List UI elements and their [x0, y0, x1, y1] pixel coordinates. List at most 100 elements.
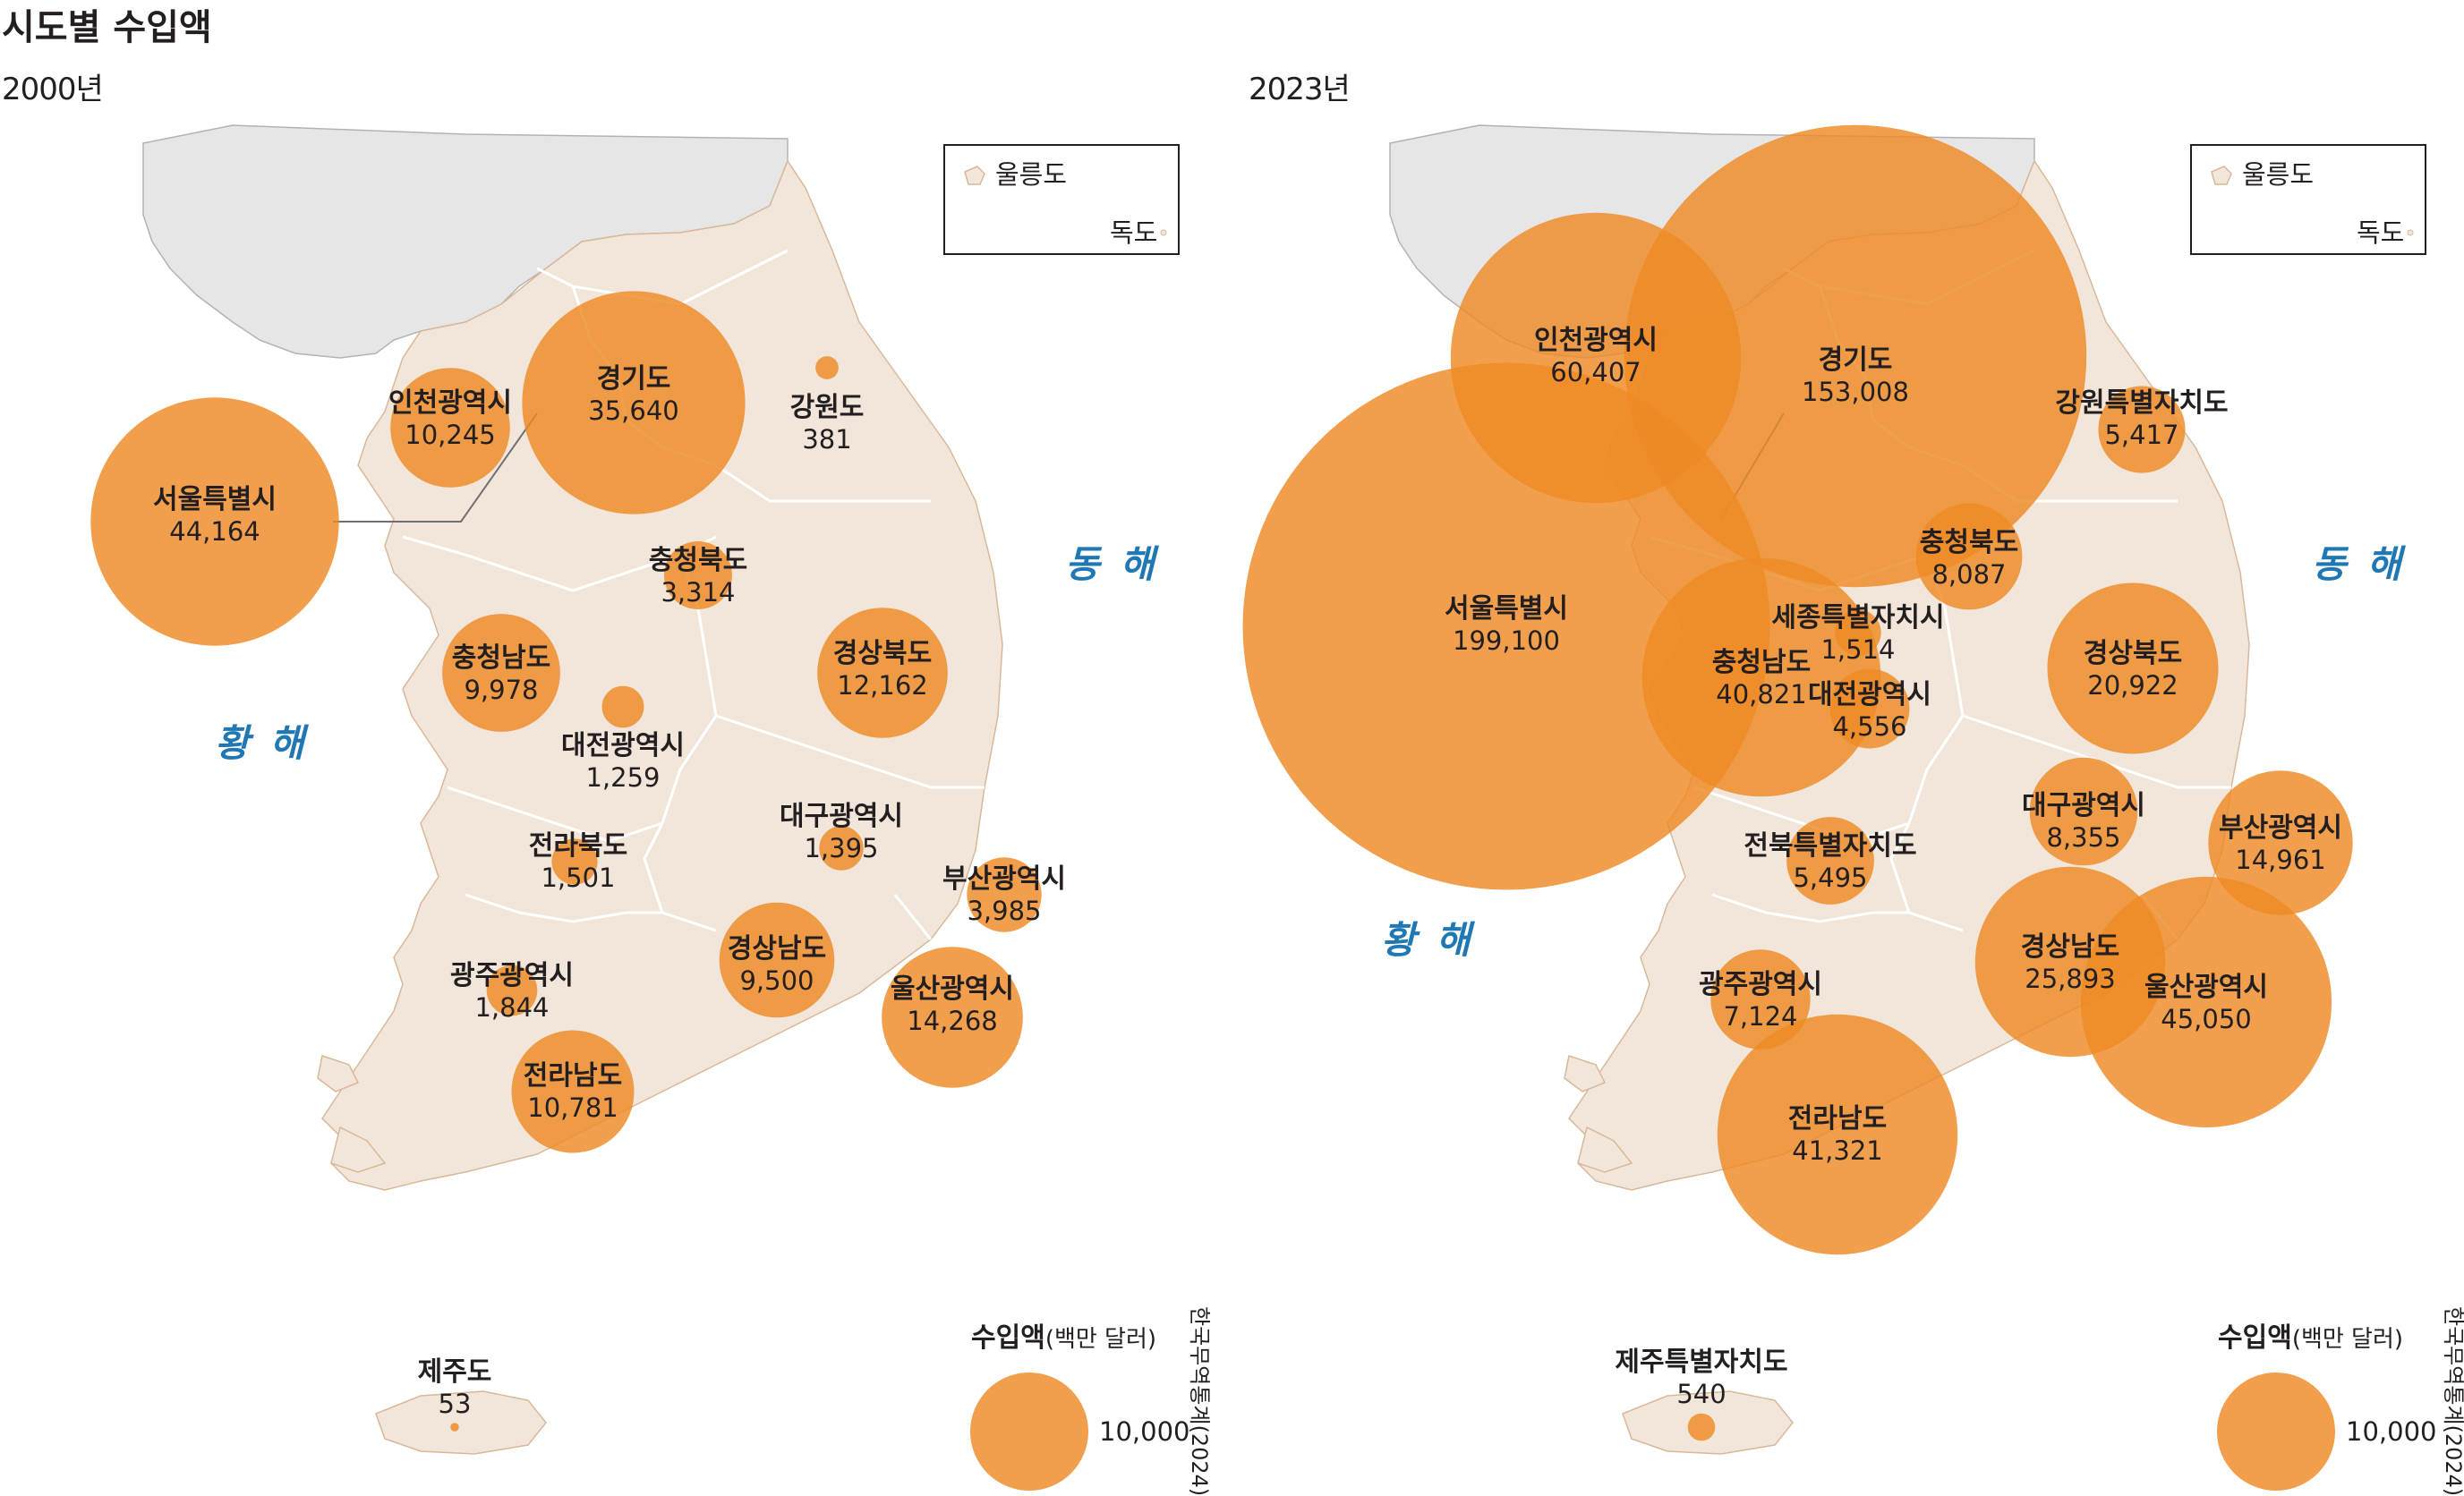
sea-west-2023: 황 해: [1381, 918, 1475, 962]
region-value-label: 199,100: [1453, 625, 1560, 656]
bubble-전라남도: [1717, 1014, 1958, 1255]
region-name-label: 전라남도: [1788, 1103, 1887, 1135]
ulleung-label-2023: 울릉도: [2242, 159, 2314, 190]
legend-title-2000: 수입액(백만 달러): [971, 1322, 1156, 1354]
region-name-label: 전라북도: [529, 830, 627, 862]
region-value-label: 53: [439, 1389, 472, 1419]
region-name-label: 부산광역시: [942, 863, 1066, 895]
region-value-label: 1,395: [804, 833, 878, 863]
map-year-2023: 2023년: [1249, 72, 1351, 107]
region-value-label: 40,821: [1716, 679, 1806, 710]
dokdo-label-2000: 독도: [1110, 217, 1157, 248]
region-name-label: 세종특별자치시: [1771, 602, 1944, 633]
region-name-label: 대구광역시: [2022, 790, 2145, 821]
region-value-label: 381: [802, 424, 851, 455]
region-value-label: 10,781: [527, 1092, 618, 1123]
bubble-대구광역시: [2029, 757, 2138, 866]
region-name-label: 전라남도: [524, 1060, 622, 1092]
region-name-label: 인천광역시: [1534, 325, 1658, 356]
bubble-충청남도: [1641, 557, 1881, 797]
inset-box-2000: [943, 144, 1180, 255]
legend-value-2023: 10,000: [2346, 1416, 2436, 1447]
region-value-label: 12,162: [837, 670, 927, 701]
region-name-label: 대전광역시: [1808, 679, 1931, 710]
bubble-강원특별자치도: [2098, 386, 2186, 473]
region-value-label: 45,050: [2161, 1004, 2251, 1034]
bubble-경상남도: [719, 902, 835, 1018]
region-value-label: 3,985: [967, 896, 1041, 926]
region-name-label: 경기도: [1819, 344, 1893, 376]
region-value-label: 8,355: [2046, 822, 2120, 853]
region-value-label: 5,417: [2104, 420, 2178, 450]
region-value-label: 3,314: [661, 577, 735, 608]
region-name-label: 경상남도: [2021, 931, 2119, 963]
region-name-label: 인천광역시: [388, 387, 512, 419]
bubble-충청북도: [1915, 503, 2023, 610]
region-name-label: 강원도: [790, 392, 865, 423]
region-name-label: 광주광역시: [1699, 969, 1822, 1000]
bubble-경상남도: [1974, 866, 2166, 1058]
region-value-label: 10,245: [405, 420, 495, 450]
source-2000: 한국무역통계(2024): [1187, 1306, 1212, 1496]
region-name-label: 대구광역시: [780, 801, 903, 832]
bubble-인천광역시: [390, 368, 510, 488]
region-name-label: 경상북도: [833, 638, 932, 669]
ulleung-shape-2000: [964, 166, 985, 185]
source-2023: 한국무역통계(2024): [2441, 1306, 2464, 1496]
region-name-label: 울산광역시: [2144, 972, 2268, 1003]
region-name-label: 대전광역시: [561, 730, 685, 761]
region-value-label: 1,844: [474, 992, 549, 1023]
region-name-label: 충청남도: [452, 642, 550, 674]
inset-box-2023: [2190, 144, 2426, 255]
region-name-label: 충청남도: [1712, 647, 1811, 678]
region-name-label: 서울특별시: [153, 484, 277, 515]
page-title: 시도별 수입액: [2, 7, 212, 48]
region-value-label: 44,164: [169, 516, 260, 547]
legend-title-2023: 수입액(백만 달러): [2218, 1322, 2403, 1354]
region-name-label: 강원특별자치도: [2055, 387, 2228, 419]
region-value-label: 153,008: [1802, 377, 1909, 407]
region-value-label: 14,961: [2235, 845, 2325, 875]
region-value-label: 9,978: [464, 675, 538, 705]
dokdo-label-2023: 독도: [2357, 217, 2404, 248]
region-name-label: 제주도: [418, 1356, 492, 1388]
ulleung-label-2000: 울릉도: [995, 159, 1067, 190]
region-value-label: 20,922: [2087, 670, 2178, 701]
seoul-leader-2000: [333, 412, 538, 523]
bubble-layer-2000: [90, 291, 1042, 1432]
bubble-layer-2023: [1242, 124, 2353, 1441]
legend-value-2000: 10,000: [1099, 1416, 1189, 1447]
ulleung-shape-2023: [2211, 166, 2232, 185]
bubble-강원도: [815, 356, 839, 379]
region-value-label: 1,259: [585, 762, 660, 793]
region-name-label: 서울특별시: [1445, 593, 1568, 625]
sea-east-2000: 동 해: [1065, 542, 1159, 586]
region-name-label: 제주특별자치도: [1615, 1347, 1787, 1378]
legend-circle-2023: [2217, 1373, 2335, 1491]
bubble-세종특별자치시: [1835, 609, 1881, 656]
region-name-label: 경기도: [597, 363, 671, 395]
region-value-label: 5,495: [1793, 863, 1867, 893]
bubble-대구광역시: [819, 826, 864, 871]
bubble-대전광역시: [1829, 668, 1910, 749]
region-value-label: 540: [1676, 1379, 1726, 1409]
region-name-label: 충청북도: [1920, 527, 2018, 558]
bubble-서울특별시: [90, 397, 339, 646]
bubble-전라북도: [551, 838, 598, 885]
sea-east-2023: 동 해: [2312, 542, 2406, 586]
region-value-label: 1,514: [1820, 634, 1895, 665]
bubble-전북특별자치도: [1786, 817, 1874, 905]
region-value-label: 9,500: [739, 965, 814, 996]
region-name-label: 부산광역시: [2219, 812, 2342, 844]
region-value-label: 14,268: [907, 1006, 997, 1036]
sea-west-2000: 황 해: [215, 721, 309, 765]
bubble-광주광역시: [486, 965, 538, 1016]
region-value-label: 1,501: [541, 863, 615, 893]
bubble-전라남도: [511, 1030, 635, 1153]
bubble-경기도: [1624, 124, 2087, 588]
region-name-label: 울산광역시: [891, 973, 1014, 1005]
legend-circle-2000: [970, 1373, 1088, 1491]
